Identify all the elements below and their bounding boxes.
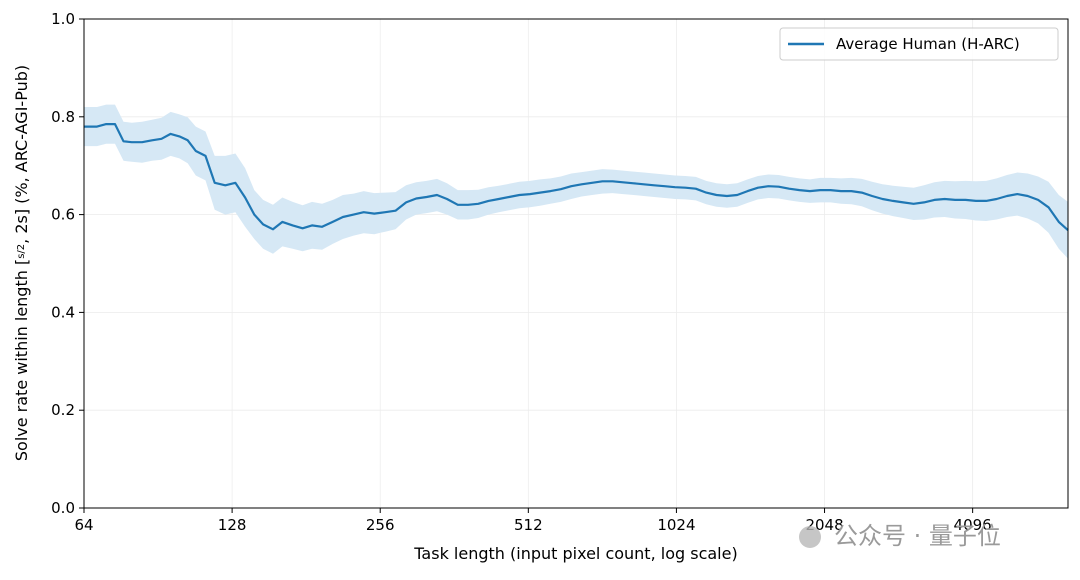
x-tick-label: 256: [366, 516, 395, 534]
x-tick-label: 64: [74, 516, 93, 534]
grid-layer: [83, 18, 1068, 509]
y-tick-label: 0.4: [51, 303, 75, 321]
confidence-band: [84, 104, 1068, 259]
legend: Average Human (H-ARC): [779, 27, 1059, 61]
x-tick-label: 512: [514, 516, 543, 534]
watermark-text: 公众号 · 量子位: [834, 522, 1001, 550]
series-line: [84, 123, 1069, 232]
y-tick-label: 0.6: [51, 206, 75, 224]
legend-box: [779, 27, 1059, 61]
axes-layer: [83, 18, 1069, 509]
watermark: 公众号 · 量子位: [799, 522, 1001, 550]
x-tick-label: 1024: [657, 516, 695, 534]
watermark-icon: [799, 526, 821, 548]
plot-frame: [83, 18, 1069, 509]
x-axis-title: Task length (input pixel count, log scal…: [413, 544, 737, 563]
confidence-band-layer: [84, 104, 1068, 259]
series-line-layer: [84, 123, 1069, 232]
y-tick-label: 0.0: [51, 499, 75, 517]
x-tick-label: 128: [218, 516, 247, 534]
y-tick-label: 1.0: [51, 10, 75, 28]
y-tick-label: 0.2: [51, 401, 75, 419]
legend-label: Average Human (H-ARC): [836, 35, 1020, 53]
y-tick-label: 0.8: [51, 108, 75, 126]
y-axis-title: Solve rate within length [s/2, 2s] (%, A…: [12, 65, 31, 461]
x-tick-label: 4096: [954, 516, 992, 534]
tick-layer: 64 128 256 512 1024 2048 40960.00.20.40.60.81.…: [51, 10, 992, 534]
